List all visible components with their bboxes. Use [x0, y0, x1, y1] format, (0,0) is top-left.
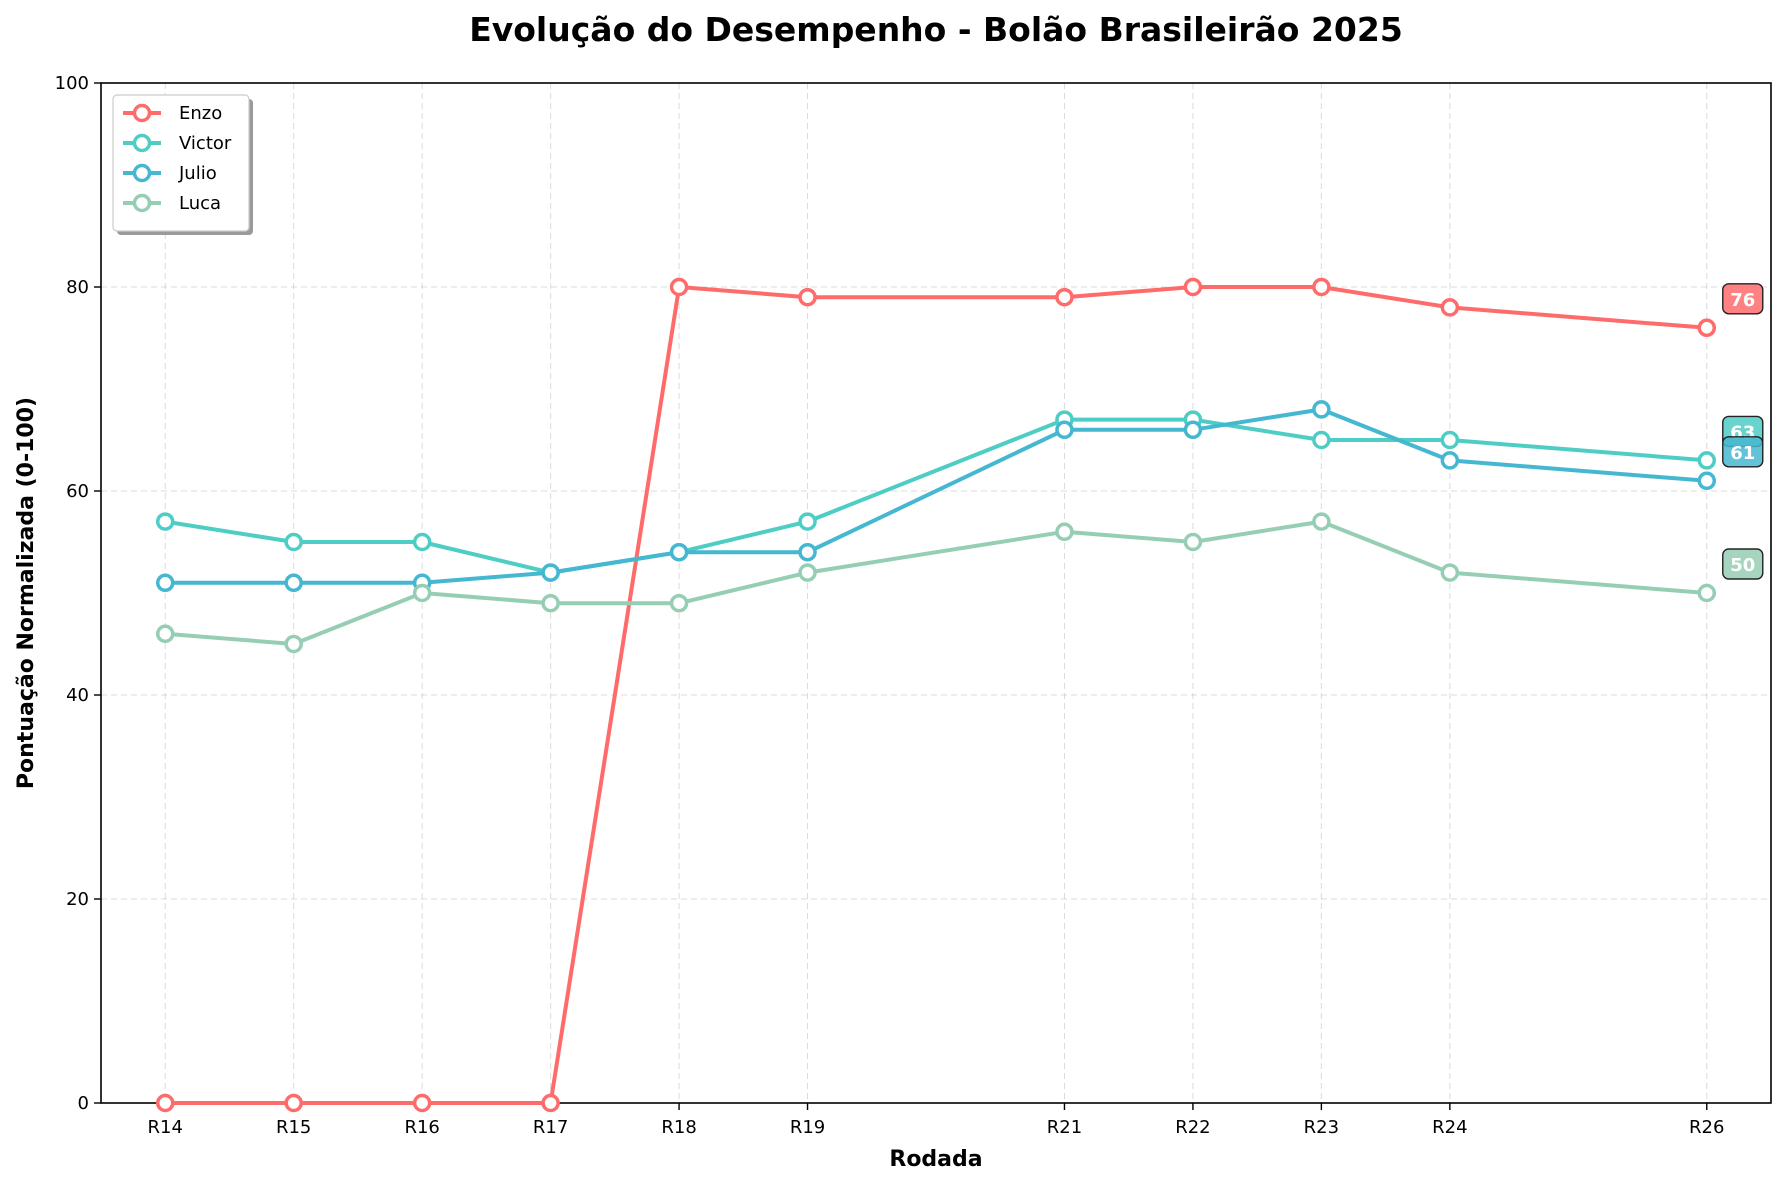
point-julio: [798, 542, 817, 562]
grid: [101, 82, 1771, 1104]
point-luca: [541, 593, 560, 613]
x-tick-label: R22: [1175, 1117, 1210, 1138]
point-enzo: [1183, 277, 1203, 297]
x-axis-label: Rodada: [889, 1147, 982, 1172]
point-luca: [669, 593, 689, 613]
x-tick-label: R15: [276, 1117, 311, 1138]
point-luca: [284, 634, 303, 654]
legend: Enzo Victor Julio Luca: [112, 94, 253, 235]
point-victor: [1440, 430, 1460, 450]
end-label-value: 61: [1730, 443, 1755, 464]
legend-swatch-marker: [132, 133, 152, 153]
point-luca: [1055, 522, 1074, 542]
end-label-enzo: 76: [1722, 283, 1764, 315]
series-line-julio: [163, 407, 1709, 585]
x-tick-label: R16: [404, 1117, 439, 1138]
chart-title: Evolução do Desempenho - Bolão Brasileir…: [469, 10, 1403, 49]
legend-swatch-marker: [132, 103, 152, 123]
y-tick-label: 40: [66, 685, 89, 706]
point-julio: [284, 573, 303, 593]
x-tick-label: R18: [661, 1117, 696, 1138]
point-enzo: [1312, 277, 1331, 297]
point-enzo: [541, 1093, 560, 1113]
legend-item-luca: Luca: [123, 193, 221, 214]
legend-label: Julio: [178, 163, 217, 184]
point-victor: [1312, 430, 1331, 450]
point-enzo: [1440, 298, 1460, 317]
legend-item-victor: Victor: [123, 133, 232, 154]
point-luca: [1183, 532, 1203, 552]
x-tick-label: R24: [1432, 1117, 1467, 1138]
end-label-value: 50: [1730, 555, 1755, 576]
y-axis-label: Pontuação Normalizada (0-100): [14, 397, 39, 789]
point-enzo: [412, 1093, 432, 1113]
point-luca: [1312, 512, 1331, 531]
point-julio: [1055, 420, 1074, 440]
y-tick-label: 80: [66, 277, 89, 298]
x-tick-label: R26: [1689, 1117, 1724, 1138]
point-victor: [284, 532, 303, 552]
point-julio: [541, 563, 560, 582]
x-tick-label: R21: [1047, 1117, 1082, 1138]
y-tick-label: 100: [55, 73, 89, 94]
end-label-value: 76: [1730, 290, 1755, 311]
x-tick-label: R19: [790, 1117, 825, 1138]
plot-area: [100, 82, 1772, 1104]
y-tick-label: 0: [78, 1093, 89, 1114]
end-label-box: [1722, 283, 1764, 315]
legend-item-julio: Julio: [123, 163, 217, 184]
point-luca: [798, 563, 817, 582]
point-victor: [1697, 451, 1717, 470]
point-enzo: [1055, 287, 1074, 307]
point-victor: [798, 512, 817, 531]
legend-swatch-marker: [132, 163, 152, 183]
point-julio: [1312, 400, 1331, 419]
point-victor: [155, 512, 175, 531]
legend-swatch-marker: [132, 193, 152, 213]
point-luca: [1440, 563, 1460, 582]
point-enzo: [669, 277, 689, 297]
end-label-luca: 50: [1722, 548, 1764, 580]
end-label-box: [1722, 548, 1764, 580]
legend-label: Victor: [179, 133, 232, 154]
end-label-julio: 61: [1722, 436, 1764, 468]
legend-label: Enzo: [179, 103, 222, 124]
series-line-victor: [163, 417, 1709, 575]
point-julio: [1183, 420, 1203, 440]
legend-label: Luca: [179, 193, 221, 214]
point-enzo: [1697, 318, 1717, 338]
y-tick-label: 60: [66, 481, 89, 502]
x-tick-label: R17: [533, 1117, 568, 1138]
legend-item-enzo: Enzo: [123, 103, 222, 124]
series: [155, 277, 1717, 1113]
point-julio: [1440, 451, 1460, 470]
end-label-box: [1722, 436, 1764, 468]
point-julio: [669, 542, 689, 562]
x-tick-label: R14: [148, 1117, 183, 1138]
point-luca: [412, 583, 432, 603]
axis-ticks: 0 20 40 60 80 100 R14 R15 R16 R17 R18 R19 R21 R22 R23 R…: [55, 73, 1725, 1138]
point-julio: [155, 573, 175, 593]
y-tick-label: 20: [66, 889, 89, 910]
point-luca: [1697, 583, 1717, 603]
point-enzo: [798, 287, 817, 307]
point-luca: [155, 624, 175, 644]
x-tick-label: R23: [1304, 1117, 1339, 1138]
point-enzo: [284, 1093, 303, 1113]
point-julio: [1697, 471, 1717, 491]
point-enzo: [155, 1093, 175, 1113]
point-victor: [412, 532, 432, 552]
